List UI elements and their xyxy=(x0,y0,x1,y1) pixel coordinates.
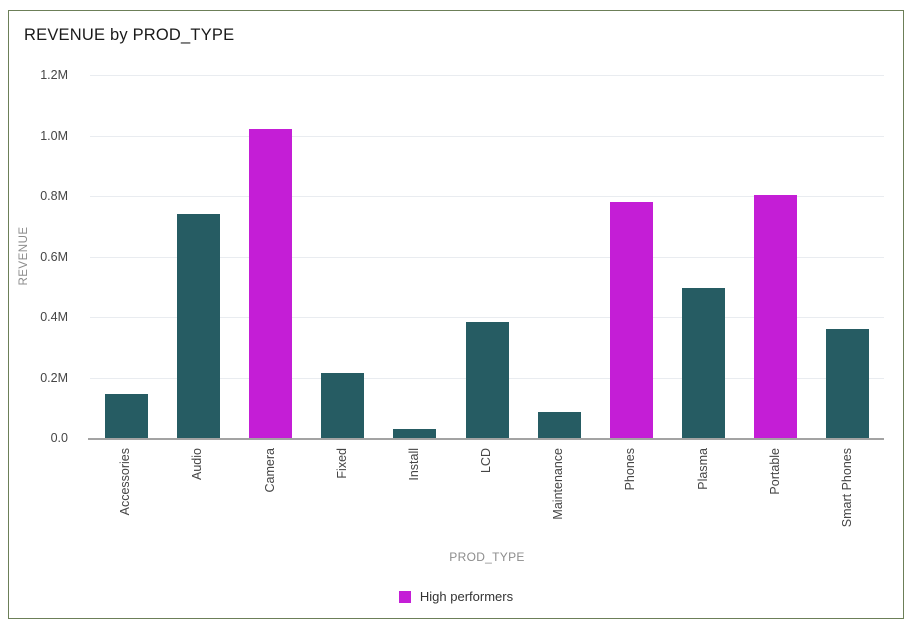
category-label: Plasma xyxy=(695,448,710,490)
bar-accessories[interactable] xyxy=(104,394,148,438)
category-label: Smart Phones xyxy=(839,448,854,528)
category-label: Fixed xyxy=(334,448,349,479)
category-label: Phones xyxy=(623,448,638,491)
bar-plasma[interactable] xyxy=(682,288,725,438)
y-tick-label: 1.2M xyxy=(40,68,68,82)
gridline xyxy=(90,196,884,197)
category-label: Audio xyxy=(190,448,205,480)
y-tick-label: 0.8M xyxy=(40,189,68,203)
category-label: Maintenance xyxy=(551,448,566,520)
bar-install[interactable] xyxy=(393,428,437,438)
bar-lcd[interactable] xyxy=(465,321,509,438)
gridline xyxy=(90,256,884,258)
y-tick-label: 0.0 xyxy=(50,431,68,445)
chart-title: REVENUE by PROD_TYPE xyxy=(24,26,235,44)
bar-fixed[interactable] xyxy=(321,373,365,438)
x-axis-line xyxy=(88,438,884,440)
category-label: Portable xyxy=(767,448,782,495)
gridline xyxy=(90,75,884,76)
category-label: Install xyxy=(406,448,421,481)
y-tick-label: 0.4M xyxy=(40,310,68,324)
bar-maintenance[interactable] xyxy=(537,412,581,438)
y-tick-label: 0.6M xyxy=(40,249,68,264)
x-axis-title: PROD_TYPE xyxy=(449,550,525,564)
gridline xyxy=(90,317,884,318)
bar-portable[interactable] xyxy=(754,194,798,438)
category-label: Camera xyxy=(262,448,277,493)
gridline xyxy=(90,135,884,137)
bar-phones[interactable] xyxy=(609,202,653,438)
category-label: Accessories xyxy=(118,448,133,516)
legend-swatch-high-performers[interactable] xyxy=(398,590,411,603)
bar-camera[interactable] xyxy=(249,129,292,438)
y-tick-label: 1.0M xyxy=(40,128,68,143)
bar-audio[interactable] xyxy=(176,214,220,438)
category-label: LCD xyxy=(479,448,493,474)
y-tick-label: 0.2M xyxy=(40,370,68,385)
legend-label-high-performers[interactable]: High performers xyxy=(419,589,514,604)
legend: High performers xyxy=(8,589,904,604)
bar-smart-phones[interactable] xyxy=(826,329,870,438)
y-axis-title: REVENUE xyxy=(18,226,30,286)
